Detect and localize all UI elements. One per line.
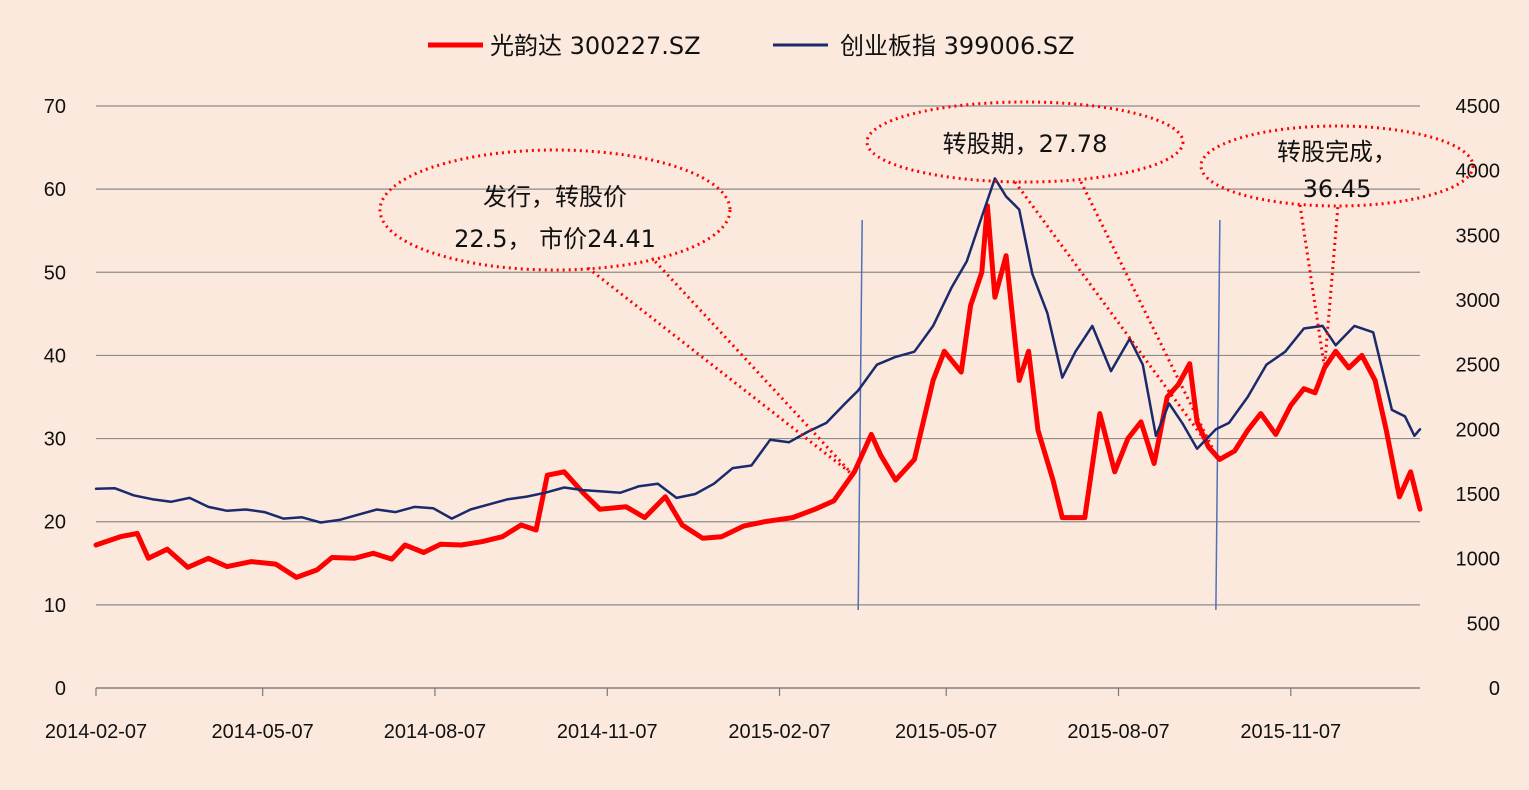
callout-ellipse	[865, 100, 1185, 184]
vertical-marker-line	[857, 219, 863, 611]
series-lines	[93, 177, 1423, 580]
y-right-tick-label: 1500	[1456, 484, 1501, 506]
callout-text: 转股期，27.78	[943, 130, 1108, 158]
y-right-tick-label: 4500	[1456, 96, 1501, 118]
x-tick-label: 2015-08-07	[1067, 721, 1169, 743]
vertical-marker-line	[1215, 219, 1221, 611]
callout-text: 转股完成，	[1277, 138, 1397, 166]
callout-pointer	[1298, 204, 1340, 369]
y-right-tick-label: 3000	[1456, 290, 1501, 312]
y-right-tick-label: 0	[1489, 678, 1500, 700]
axes: 0 10 20 30 40 50 60 70 0 500 1000 1500 2000 2500 3000 3…	[44, 96, 1500, 743]
x-tick-label: 2014-05-07	[212, 721, 314, 743]
x-tick-label: 2014-11-07	[557, 721, 658, 743]
x-tick-label: 2014-02-07	[45, 721, 147, 743]
x-tick-label: 2015-05-07	[895, 721, 997, 743]
y-right-tick-label: 500	[1467, 613, 1500, 635]
legend: 光韵达 300227.SZ 创业板指 399006.SZ	[428, 32, 1075, 60]
y-right-tick-label: 3500	[1456, 225, 1501, 247]
callout-text: 36.45	[1303, 175, 1372, 203]
grid-lines	[96, 105, 1420, 689]
y-left-tick-label: 10	[44, 595, 66, 617]
annotations: 发行，转股价 22.5， 市价24.41 转股期，27.78 转股完成， 36.45	[378, 100, 1475, 476]
callout-pointer	[587, 256, 854, 476]
callout-text: 22.5， 市价24.41	[454, 225, 656, 253]
x-tick-label: 2014-08-07	[384, 721, 486, 743]
series-line-guangyunda	[93, 203, 1423, 580]
x-tick-label: 2015-02-07	[728, 721, 830, 743]
x-tick-label: 2015-11-07	[1240, 721, 1341, 743]
y-left-tick-label: 0	[55, 678, 66, 700]
vertical-markers	[857, 219, 1221, 611]
legend-label: 创业板指 399006.SZ	[840, 32, 1075, 60]
y-left-tick-label: 30	[44, 429, 66, 451]
y-left-tick-label: 40	[44, 345, 66, 367]
callout-text: 发行，转股价	[483, 183, 627, 211]
y-left-tick-label: 60	[44, 179, 66, 201]
callout-pointer	[1013, 179, 1218, 457]
y-right-tick-label: 2000	[1456, 419, 1501, 441]
legend-label: 光韵达 300227.SZ	[490, 32, 701, 60]
y-right-tick-label: 2500	[1456, 355, 1501, 377]
series-line-chinext	[94, 177, 1422, 524]
y-left-tick-label: 70	[44, 96, 66, 118]
y-left-tick-label: 20	[44, 512, 66, 534]
y-right-tick-label: 1000	[1456, 549, 1501, 571]
callout-ellipse	[378, 148, 732, 272]
y-right-tick-label: 4000	[1456, 161, 1501, 183]
y-left-tick-label: 50	[44, 262, 66, 284]
callout-ellipse	[1199, 124, 1475, 208]
